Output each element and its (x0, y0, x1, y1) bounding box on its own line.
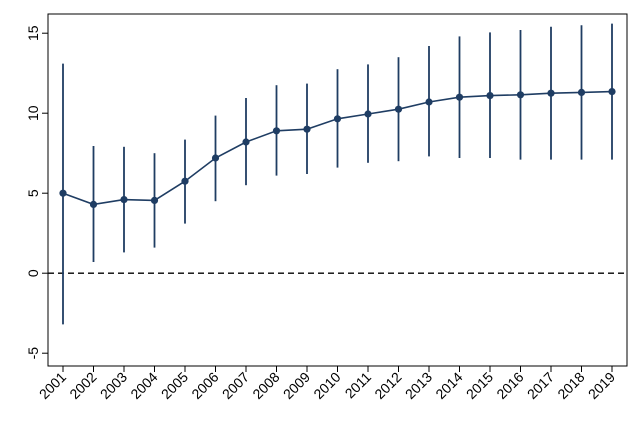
data-point (272, 127, 281, 135)
data-point (333, 115, 342, 123)
x-tick-label: 2003 (97, 369, 130, 402)
x-tick-label: 2006 (188, 369, 221, 402)
x-tick-label: 2015 (463, 369, 496, 402)
data-point (150, 196, 159, 204)
x-tick-label: 2012 (371, 369, 404, 402)
x-tick-label: 2016 (493, 369, 526, 402)
data-point (486, 92, 494, 100)
data-point (608, 88, 616, 96)
data-point (181, 177, 189, 185)
data-points (59, 88, 616, 208)
x-tick-label: 2002 (66, 369, 99, 402)
data-point (455, 93, 464, 101)
x-tick-label: 2009 (280, 369, 313, 402)
x-tick-label: 2004 (127, 369, 160, 402)
data-point (577, 88, 586, 96)
plot-frame (47, 13, 628, 367)
y-tick-label: -5 (25, 347, 41, 360)
data-point (89, 200, 98, 208)
x-tick-label: 2008 (249, 369, 282, 402)
x-tick-label: 2005 (158, 369, 191, 402)
x-tick-label: 2017 (524, 369, 557, 402)
x-tick-label: 2018 (554, 369, 587, 402)
x-tick-label: 2011 (342, 369, 375, 402)
x-tick-label: 2010 (310, 369, 343, 402)
y-tick-label: 5 (25, 189, 41, 197)
data-point (364, 110, 372, 118)
data-point (425, 98, 433, 106)
data-point (303, 125, 311, 133)
y-tick-label: 10 (25, 105, 41, 121)
y-axis: -5 0 5 10 15 (25, 25, 48, 359)
data-point (394, 105, 403, 113)
data-point (120, 196, 128, 204)
y-tick-label: 0 (25, 269, 41, 277)
x-tick-label: 2014 (432, 369, 465, 402)
data-point (211, 154, 220, 162)
x-tick-label: 2019 (585, 369, 618, 402)
x-axis: 2001200220032004200520062007200820092010… (36, 366, 618, 402)
data-point (547, 89, 555, 97)
data-point (516, 91, 525, 99)
data-point (242, 138, 250, 146)
y-tick-label: 15 (25, 25, 41, 41)
data-point (59, 189, 67, 197)
x-tick-label: 2007 (219, 369, 252, 402)
x-tick-label: 2013 (402, 369, 435, 402)
x-tick-label: 2001 (36, 369, 69, 402)
